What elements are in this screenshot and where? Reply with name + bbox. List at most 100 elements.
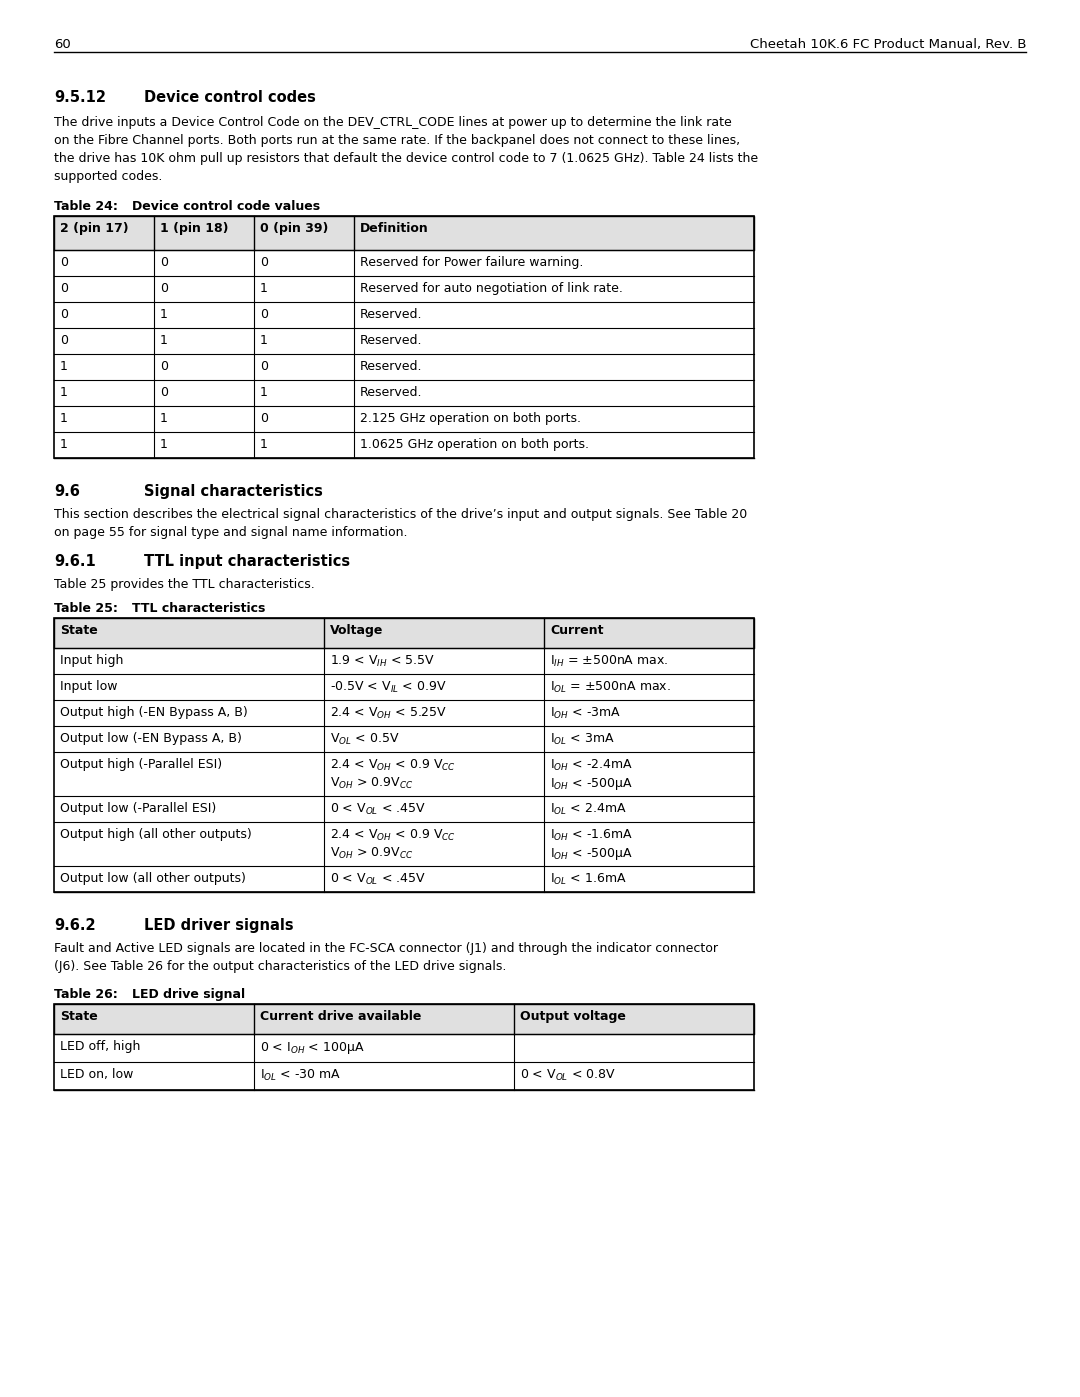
Text: 2.4 < V$_{OH}$ < 5.25V: 2.4 < V$_{OH}$ < 5.25V xyxy=(330,705,447,721)
Text: LED on, low: LED on, low xyxy=(60,1067,133,1081)
Text: LED off, high: LED off, high xyxy=(60,1039,140,1053)
Text: 2.125 GHz operation on both ports.: 2.125 GHz operation on both ports. xyxy=(360,412,581,425)
Text: I$_{OH}$ < -1.6mA: I$_{OH}$ < -1.6mA xyxy=(550,828,633,844)
Text: Table 25 provides the TTL characteristics.: Table 25 provides the TTL characteristic… xyxy=(54,578,314,591)
Text: the drive has 10K ohm pull up resistors that default the device control code to : the drive has 10K ohm pull up resistors … xyxy=(54,152,758,165)
Text: 0: 0 xyxy=(60,307,68,321)
Text: Input low: Input low xyxy=(60,680,118,693)
Text: TTL input characteristics: TTL input characteristics xyxy=(144,555,350,569)
Text: 1: 1 xyxy=(60,386,68,400)
Bar xyxy=(54,217,754,250)
Text: 0: 0 xyxy=(160,360,168,373)
Text: I$_{OL}$ < -30 mA: I$_{OL}$ < -30 mA xyxy=(260,1067,341,1083)
Text: V$_{OH}$ > 0.9V$_{CC}$: V$_{OH}$ > 0.9V$_{CC}$ xyxy=(330,775,414,791)
Text: Output high (all other outputs): Output high (all other outputs) xyxy=(60,828,252,841)
Text: 0 < V$_{OL}$ < 0.8V: 0 < V$_{OL}$ < 0.8V xyxy=(519,1067,616,1083)
Text: State: State xyxy=(60,624,98,637)
Text: Output low (-Parallel ESI): Output low (-Parallel ESI) xyxy=(60,802,216,814)
Text: 1.0625 GHz operation on both ports.: 1.0625 GHz operation on both ports. xyxy=(360,439,589,451)
Text: I$_{OL}$ < 2.4mA: I$_{OL}$ < 2.4mA xyxy=(550,802,626,817)
Text: 9.6: 9.6 xyxy=(54,483,80,499)
Text: Reserved for auto negotiation of link rate.: Reserved for auto negotiation of link ra… xyxy=(360,282,623,295)
Bar xyxy=(54,1004,754,1034)
Text: V$_{OL}$ < 0.5V: V$_{OL}$ < 0.5V xyxy=(330,732,400,747)
Text: 0 < V$_{OL}$ < .45V: 0 < V$_{OL}$ < .45V xyxy=(330,872,426,887)
Text: Reserved.: Reserved. xyxy=(360,386,422,400)
Text: Current: Current xyxy=(550,624,604,637)
Bar xyxy=(54,617,754,893)
Text: I$_{OL}$ < 1.6mA: I$_{OL}$ < 1.6mA xyxy=(550,872,626,887)
Text: 1: 1 xyxy=(260,282,268,295)
Text: 1: 1 xyxy=(260,386,268,400)
Text: 0: 0 xyxy=(60,282,68,295)
Text: 0: 0 xyxy=(260,307,268,321)
Text: 0: 0 xyxy=(260,412,268,425)
Text: This section describes the electrical signal characteristics of the drive’s inpu: This section describes the electrical si… xyxy=(54,509,747,521)
Text: 9.6.1: 9.6.1 xyxy=(54,555,96,569)
Text: Reserved.: Reserved. xyxy=(360,360,422,373)
Text: 0 (pin 39): 0 (pin 39) xyxy=(260,222,328,235)
Text: 0 < I$_{OH}$ < 100μA: 0 < I$_{OH}$ < 100μA xyxy=(260,1039,365,1056)
Text: LED driver signals: LED driver signals xyxy=(144,918,294,933)
Text: Reserved for Power failure warning.: Reserved for Power failure warning. xyxy=(360,256,583,270)
Text: 1 (pin 18): 1 (pin 18) xyxy=(160,222,229,235)
Text: 0: 0 xyxy=(160,386,168,400)
Text: Table 25:: Table 25: xyxy=(54,602,118,615)
Text: V$_{OH}$ > 0.9V$_{CC}$: V$_{OH}$ > 0.9V$_{CC}$ xyxy=(330,847,414,861)
Text: Table 26:: Table 26: xyxy=(54,988,118,1002)
Text: 0: 0 xyxy=(60,256,68,270)
Text: Table 24:: Table 24: xyxy=(54,200,118,212)
Text: 0: 0 xyxy=(60,334,68,346)
Text: Reserved.: Reserved. xyxy=(360,307,422,321)
Text: 9.6.2: 9.6.2 xyxy=(54,918,96,933)
Bar xyxy=(54,617,754,648)
Bar xyxy=(54,217,754,458)
Text: 0: 0 xyxy=(260,360,268,373)
Text: Fault and Active LED signals are located in the FC-SCA connector (J1) and throug: Fault and Active LED signals are located… xyxy=(54,942,718,956)
Text: Current drive available: Current drive available xyxy=(260,1010,421,1023)
Text: Definition: Definition xyxy=(360,222,429,235)
Text: 1: 1 xyxy=(160,334,167,346)
Text: 0: 0 xyxy=(260,256,268,270)
Text: -0.5V < V$_{IL}$ < 0.9V: -0.5V < V$_{IL}$ < 0.9V xyxy=(330,680,447,696)
Text: Reserved.: Reserved. xyxy=(360,334,422,346)
Text: I$_{OH}$ < -500μA: I$_{OH}$ < -500μA xyxy=(550,847,633,862)
Text: I$_{OH}$ < -3mA: I$_{OH}$ < -3mA xyxy=(550,705,621,721)
Text: 60: 60 xyxy=(54,38,71,52)
Text: State: State xyxy=(60,1010,98,1023)
Text: The drive inputs a Device Control Code on the DEV_CTRL_CODE lines at power up to: The drive inputs a Device Control Code o… xyxy=(54,116,732,129)
Text: I$_{OL}$ < 3mA: I$_{OL}$ < 3mA xyxy=(550,732,615,747)
Text: 1: 1 xyxy=(160,307,167,321)
Text: 1.9 < V$_{IH}$ < 5.5V: 1.9 < V$_{IH}$ < 5.5V xyxy=(330,654,435,669)
Text: 1: 1 xyxy=(60,412,68,425)
Text: I$_{OH}$ < -500μA: I$_{OH}$ < -500μA xyxy=(550,775,633,792)
Text: Device control code values: Device control code values xyxy=(132,200,320,212)
Text: Output high (-EN Bypass A, B): Output high (-EN Bypass A, B) xyxy=(60,705,247,719)
Text: Device control codes: Device control codes xyxy=(144,89,315,105)
Text: 0 < V$_{OL}$ < .45V: 0 < V$_{OL}$ < .45V xyxy=(330,802,426,817)
Text: 1: 1 xyxy=(260,439,268,451)
Bar xyxy=(54,1004,754,1090)
Text: 1: 1 xyxy=(160,412,167,425)
Text: 9.5.12: 9.5.12 xyxy=(54,89,106,105)
Text: Output voltage: Output voltage xyxy=(519,1010,626,1023)
Text: Input high: Input high xyxy=(60,654,123,666)
Text: Output low (-EN Bypass A, B): Output low (-EN Bypass A, B) xyxy=(60,732,242,745)
Text: 0: 0 xyxy=(160,256,168,270)
Text: Voltage: Voltage xyxy=(330,624,383,637)
Text: on the Fibre Channel ports. Both ports run at the same rate. If the backpanel do: on the Fibre Channel ports. Both ports r… xyxy=(54,134,740,147)
Text: Output high (-Parallel ESI): Output high (-Parallel ESI) xyxy=(60,759,222,771)
Text: I$_{OH}$ < -2.4mA: I$_{OH}$ < -2.4mA xyxy=(550,759,633,773)
Text: Cheetah 10K.6 FC Product Manual, Rev. B: Cheetah 10K.6 FC Product Manual, Rev. B xyxy=(750,38,1026,52)
Text: on page 55 for signal type and signal name information.: on page 55 for signal type and signal na… xyxy=(54,527,407,539)
Text: I$_{OL}$ = ±500nA max.: I$_{OL}$ = ±500nA max. xyxy=(550,680,671,696)
Text: 0: 0 xyxy=(160,282,168,295)
Text: 1: 1 xyxy=(60,360,68,373)
Text: Signal characteristics: Signal characteristics xyxy=(144,483,323,499)
Text: 1: 1 xyxy=(60,439,68,451)
Text: LED drive signal: LED drive signal xyxy=(132,988,245,1002)
Text: 2.4 < V$_{OH}$ < 0.9 V$_{CC}$: 2.4 < V$_{OH}$ < 0.9 V$_{CC}$ xyxy=(330,759,456,773)
Text: 1: 1 xyxy=(260,334,268,346)
Text: 2 (pin 17): 2 (pin 17) xyxy=(60,222,129,235)
Text: (J6). See Table 26 for the output characteristics of the LED drive signals.: (J6). See Table 26 for the output charac… xyxy=(54,960,507,972)
